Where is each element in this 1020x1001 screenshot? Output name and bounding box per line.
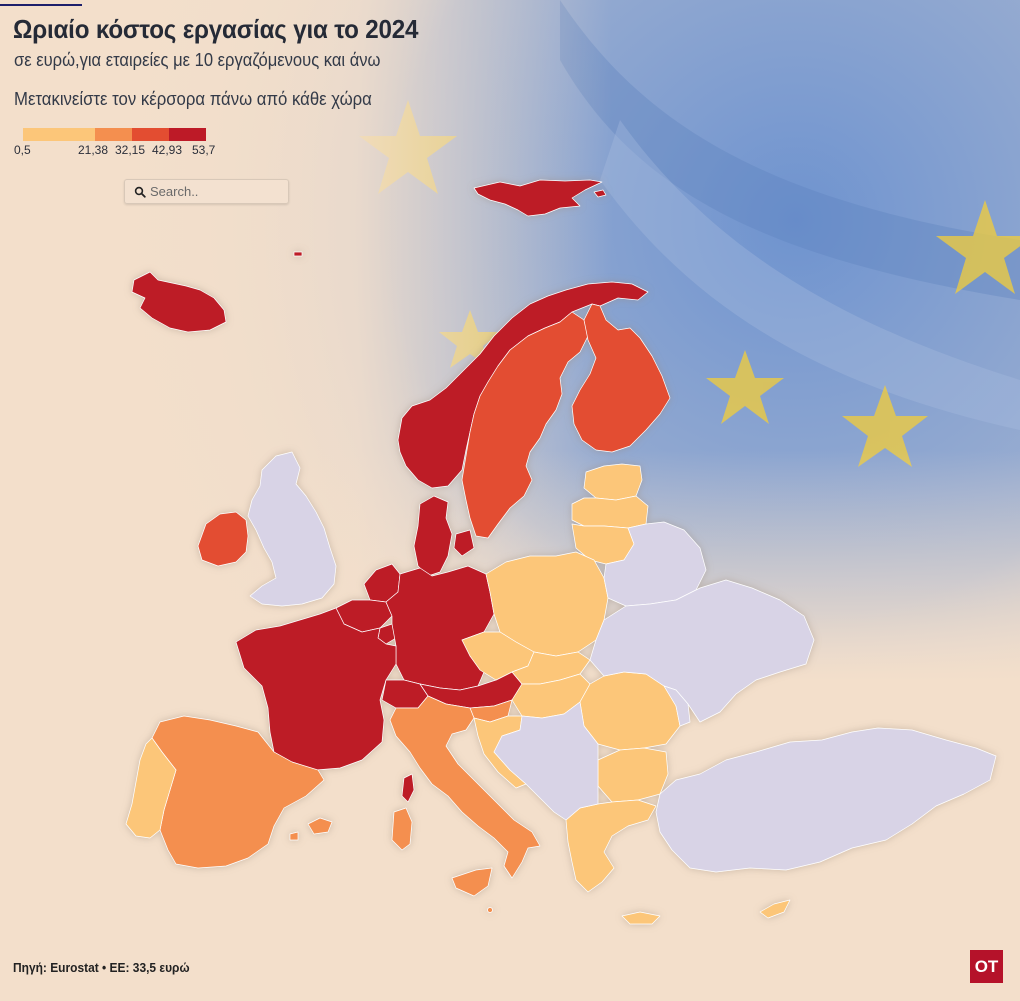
search-icon <box>134 186 146 198</box>
legend-break-label: 21,38 <box>78 143 109 157</box>
country-ukraine[interactable] <box>589 579 815 723</box>
search-input[interactable] <box>150 182 282 201</box>
ot-logo: OT <box>970 950 1003 983</box>
country-italy[interactable] <box>389 695 541 897</box>
country-faroe-islands[interactable] <box>293 251 303 257</box>
country-malta[interactable] <box>487 907 493 913</box>
country-portugal[interactable] <box>125 737 177 839</box>
country-balearic-islands[interactable] <box>289 817 333 841</box>
legend-break-label: 0,5 <box>14 143 31 157</box>
legend-swatch-2 <box>95 128 132 141</box>
page-subtitle: σε ευρώ,για εταιρείες με 10 εργαζόμενους… <box>14 50 381 70</box>
country-corsica[interactable] <box>401 773 415 803</box>
country-sweden[interactable] <box>461 311 589 539</box>
country-estonia[interactable] <box>583 463 643 501</box>
source-note: Πηγή: Eurostat • ΕΕ: 33,5 ευρώ <box>13 960 190 975</box>
country-united-kingdom[interactable] <box>247 451 337 607</box>
country-search-box[interactable] <box>124 179 289 204</box>
country-cyprus[interactable] <box>759 899 791 919</box>
country-bulgaria[interactable] <box>597 747 669 803</box>
legend-break-label: 32,15 <box>115 143 146 157</box>
legend-break-label: 53,7 <box>192 143 216 157</box>
country-finland[interactable] <box>571 303 671 453</box>
legend-swatch-1 <box>23 128 95 141</box>
country-latvia[interactable] <box>571 495 649 529</box>
country-greece[interactable] <box>565 799 661 925</box>
hover-instruction: Μετακινείστε τον κέρσορα πάνω από κάθε χ… <box>14 89 372 109</box>
country-turkey[interactable] <box>655 727 997 873</box>
country-svalbard[interactable] <box>473 179 607 217</box>
country-germany[interactable] <box>385 565 495 691</box>
legend-break-label: 42,93 <box>152 143 183 157</box>
country-ireland[interactable] <box>197 511 249 567</box>
legend-swatch-4 <box>169 128 206 141</box>
country-sardinia[interactable] <box>391 807 413 851</box>
country-denmark[interactable] <box>413 495 475 577</box>
country-moldova[interactable] <box>663 685 691 727</box>
country-western-balkans[interactable] <box>493 701 599 821</box>
country-iceland[interactable] <box>131 271 227 333</box>
page-title: Ωριαίο κόστος εργασίας για το 2024 <box>13 14 419 44</box>
color-legend <box>23 128 206 141</box>
top-accent-rule <box>0 4 82 6</box>
legend-swatch-3 <box>132 128 169 141</box>
